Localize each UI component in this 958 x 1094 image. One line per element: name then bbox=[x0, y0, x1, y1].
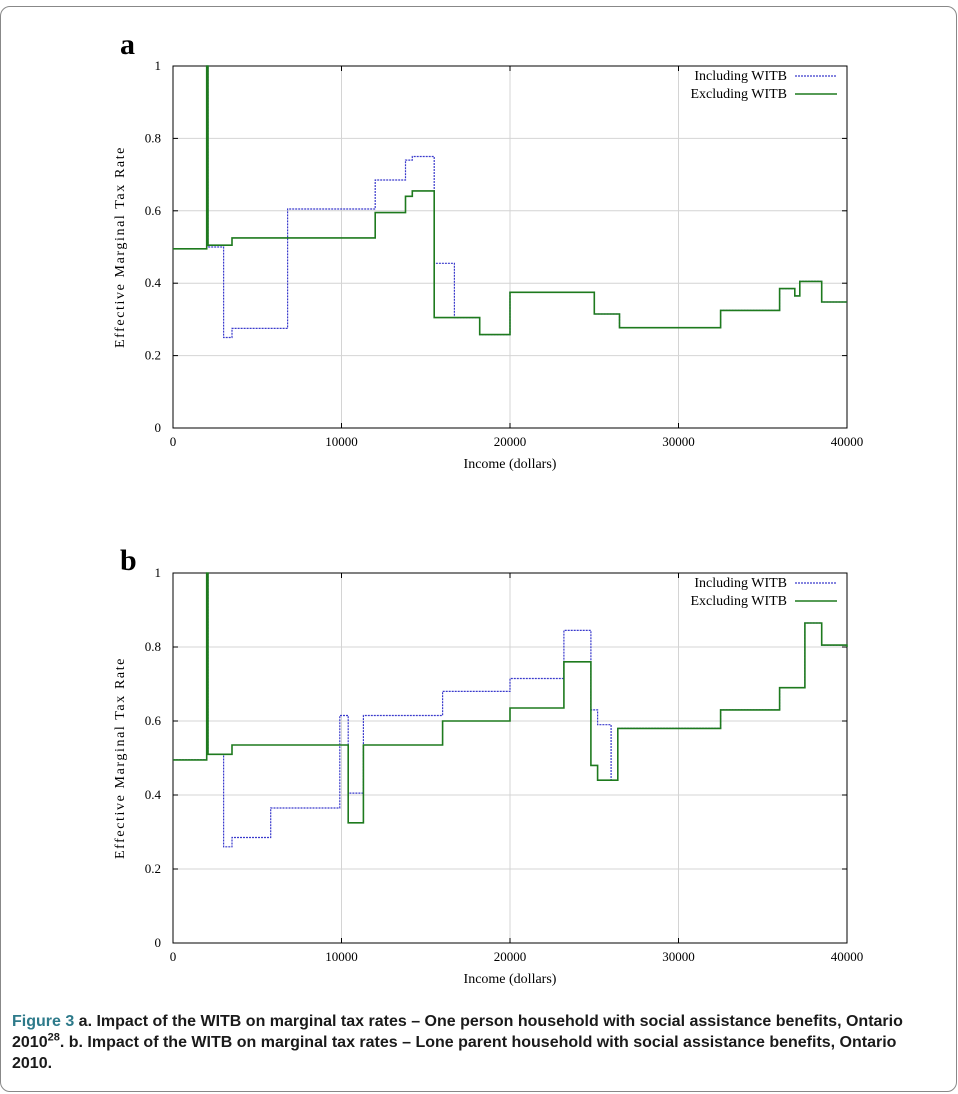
figure-charts: a 0 10000 20000 30000 40000 0 0.2 0.4 0.6 0.8 1 Inco… bbox=[113, 28, 863, 987]
x-axis-label: Income (dollars) bbox=[464, 972, 557, 987]
x-tick-label: 0 bbox=[170, 434, 177, 449]
x-tick-label: 0 bbox=[170, 949, 177, 964]
x-tick-label: 40000 bbox=[831, 949, 864, 964]
y-tick-label: 0 bbox=[155, 935, 162, 950]
panel-letter: a bbox=[120, 28, 135, 61]
figure-frame bbox=[0, 6, 957, 1092]
caption-label: Figure 3 bbox=[12, 1013, 75, 1030]
y-tick-label: 0.2 bbox=[145, 348, 161, 363]
x-axis-label: Income (dollars) bbox=[464, 457, 557, 472]
y-tick-label: 0.8 bbox=[145, 130, 161, 145]
legend-label: Including WITB bbox=[694, 69, 787, 84]
legend-label: Excluding WITB bbox=[690, 594, 787, 609]
chart-panel-b: b 0 10000 20000 30000 40000 0 0.2 0.4 0.6 0.8 1 Inco… bbox=[113, 544, 863, 987]
x-tick-label: 30000 bbox=[662, 434, 695, 449]
series-line-excluding-witb bbox=[173, 572, 848, 824]
series-line-excluding-witb bbox=[173, 65, 847, 336]
y-tick-label: 0 bbox=[155, 420, 162, 435]
caption-reference: 28 bbox=[47, 1031, 60, 1044]
x-tick-label: 30000 bbox=[662, 949, 695, 964]
caption-part-a: a. Impact of the WITB on marginal tax ra… bbox=[12, 1013, 903, 1051]
x-tick-label: 10000 bbox=[325, 434, 358, 449]
y-tick-label: 0.6 bbox=[145, 713, 162, 728]
x-tick-label: 20000 bbox=[494, 949, 527, 964]
y-tick-label: 1 bbox=[155, 58, 162, 73]
y-axis-label: Effective Marginal Tax Rate bbox=[113, 657, 128, 859]
y-tick-label: 0.2 bbox=[145, 861, 161, 876]
x-tick-label: 10000 bbox=[325, 949, 358, 964]
y-tick-label: 0.4 bbox=[145, 787, 162, 802]
y-tick-label: 1 bbox=[155, 565, 162, 580]
y-axis-label: Effective Marginal Tax Rate bbox=[113, 146, 128, 348]
y-tick-label: 0.6 bbox=[145, 203, 162, 218]
legend-label: Including WITB bbox=[694, 576, 787, 591]
x-tick-label: 20000 bbox=[494, 434, 527, 449]
chart-panel-a: a 0 10000 20000 30000 40000 0 0.2 0.4 0.6 0.8 1 Inco… bbox=[113, 28, 863, 472]
panel-letter: b bbox=[120, 544, 137, 577]
series-line-including-witb bbox=[173, 65, 847, 339]
legend-label: Excluding WITB bbox=[690, 87, 787, 102]
y-tick-label: 0.8 bbox=[145, 639, 161, 654]
x-tick-label: 40000 bbox=[831, 434, 864, 449]
figure-caption: Figure 3 a. Impact of the WITB on margin… bbox=[12, 1011, 932, 1074]
caption-part-b: . b. Impact of the WITB on marginal tax … bbox=[12, 1034, 897, 1072]
y-tick-label: 0.4 bbox=[145, 275, 162, 290]
